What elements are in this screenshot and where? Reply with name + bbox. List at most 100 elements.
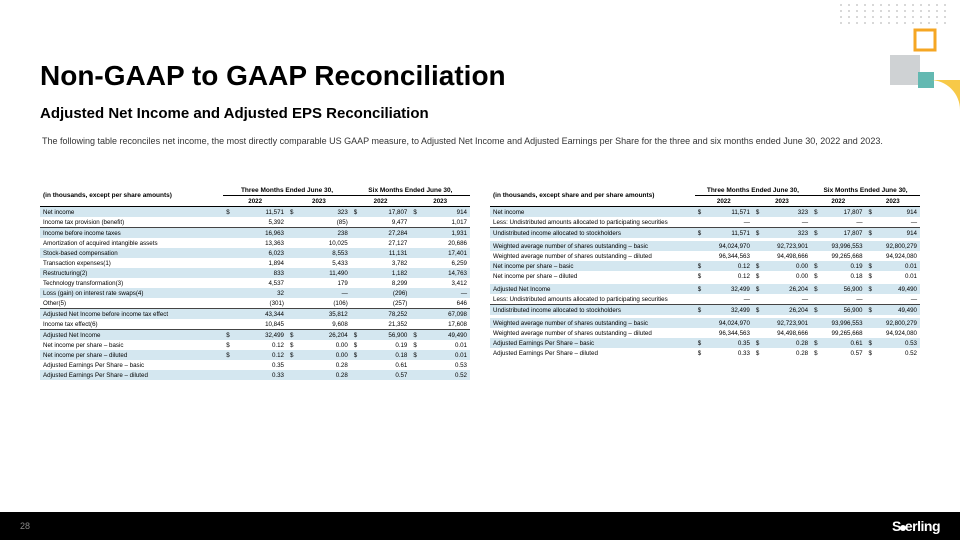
cell-value: 0.18 xyxy=(359,350,411,360)
currency-symbol: $ xyxy=(695,305,703,316)
cell-value: — xyxy=(703,294,753,305)
table-row: Adjusted Net Income$32,499$26,204$56,900… xyxy=(40,330,470,341)
cell-value: 27,284 xyxy=(359,228,411,239)
currency-symbol xyxy=(351,309,359,320)
slide-footer: 28 Serling xyxy=(0,512,960,540)
cell-value: 10,845 xyxy=(231,319,287,330)
cell-value: 32,499 xyxy=(703,305,753,316)
currency-symbol xyxy=(410,217,418,228)
cell-value: 0.00 xyxy=(295,340,351,350)
row-label: Net income xyxy=(490,207,695,218)
currency-symbol xyxy=(695,217,703,228)
currency-symbol xyxy=(223,217,231,228)
cell-value: 3,412 xyxy=(418,278,470,288)
table-row: Net income$11,571$323$17,807$914 xyxy=(490,207,920,218)
cell-value: (296) xyxy=(359,288,411,298)
currency-symbol: $ xyxy=(753,271,761,281)
page-number: 28 xyxy=(20,521,30,531)
cell-value: 92,800,279 xyxy=(874,318,920,328)
currency-symbol xyxy=(223,309,231,320)
cell-value: (85) xyxy=(295,217,351,228)
table-row: Amortization of acquired intangible asse… xyxy=(40,238,470,248)
cell-value: 10,025 xyxy=(295,238,351,248)
cell-value: — xyxy=(703,217,753,228)
currency-symbol: $ xyxy=(866,228,874,239)
currency-symbol xyxy=(351,268,359,278)
cell-value: 6,259 xyxy=(418,258,470,268)
slide: { "title": "Non-GAAP to GAAP Reconciliat… xyxy=(0,0,960,540)
cell-value: 323 xyxy=(761,228,811,239)
cell-value: 20,686 xyxy=(418,238,470,248)
cell-value: 0.12 xyxy=(231,350,287,360)
currency-symbol xyxy=(811,328,819,338)
cell-value: 11,490 xyxy=(295,268,351,278)
table-row: Net income per share – diluted$0.12$0.00… xyxy=(490,271,920,281)
slide-title: Non-GAAP to GAAP Reconciliation xyxy=(40,60,506,92)
cell-value: (257) xyxy=(359,298,411,309)
cell-value: 67,098 xyxy=(418,309,470,320)
currency-symbol xyxy=(223,288,231,298)
table-row: Less: Undistributed amounts allocated to… xyxy=(490,217,920,228)
cell-value: 43,344 xyxy=(231,309,287,320)
row-label: Adjusted Earnings Per Share – diluted xyxy=(490,348,695,358)
row-label: Technology transformation(3) xyxy=(40,278,223,288)
cell-value: 56,900 xyxy=(819,305,865,316)
table-row: Restructuring(2)83311,4901,18214,763 xyxy=(40,268,470,278)
cell-value: 238 xyxy=(295,228,351,239)
currency-symbol xyxy=(351,298,359,309)
currency-symbol xyxy=(410,238,418,248)
cell-value: 0.33 xyxy=(231,370,287,380)
cell-value: 1,182 xyxy=(359,268,411,278)
table-row: Income tax effect(6)10,8459,60821,35217,… xyxy=(40,319,470,330)
currency-symbol xyxy=(223,248,231,258)
table-row: Adjusted Earnings Per Share – diluted$0.… xyxy=(490,348,920,358)
currency-symbol xyxy=(753,318,761,328)
tables-container: (in thousands, except per share amounts)… xyxy=(40,185,920,380)
cell-value: 94,024,970 xyxy=(703,241,753,251)
cell-value: 93,996,553 xyxy=(819,318,865,328)
cell-value: 11,131 xyxy=(359,248,411,258)
table-row: Less: Undistributed amounts allocated to… xyxy=(490,294,920,305)
currency-symbol: $ xyxy=(410,350,418,360)
cell-value: 179 xyxy=(295,278,351,288)
table-row: Adjusted Earnings Per Share – basic$0.35… xyxy=(490,338,920,348)
currency-symbol xyxy=(410,288,418,298)
cell-value: — xyxy=(761,217,811,228)
right-table-wrap: (in thousands, except share and per shar… xyxy=(490,185,920,380)
cell-value: 323 xyxy=(295,207,351,218)
row-label: Adjusted Earnings Per Share – basic xyxy=(490,338,695,348)
row-label: Weighted average number of shares outsta… xyxy=(490,318,695,328)
cell-value: 92,800,279 xyxy=(874,241,920,251)
cell-value: 9,608 xyxy=(295,319,351,330)
currency-symbol: $ xyxy=(866,305,874,316)
cell-value: 5,433 xyxy=(295,258,351,268)
currency-symbol xyxy=(811,294,819,305)
cell-value: 32,499 xyxy=(703,284,753,294)
currency-symbol: $ xyxy=(811,284,819,294)
cell-value: 5,392 xyxy=(231,217,287,228)
table-row: Weighted average number of shares outsta… xyxy=(490,318,920,328)
cell-value: 0.35 xyxy=(231,360,287,370)
cell-value: 21,352 xyxy=(359,319,411,330)
cell-value: — xyxy=(418,288,470,298)
currency-symbol xyxy=(866,294,874,305)
cell-value: 0.01 xyxy=(874,261,920,271)
cell-value: 16,963 xyxy=(231,228,287,239)
currency-symbol xyxy=(753,217,761,228)
currency-symbol xyxy=(287,278,295,288)
currency-symbol xyxy=(351,217,359,228)
cell-value: 0.18 xyxy=(819,271,865,281)
currency-symbol xyxy=(287,288,295,298)
cell-value: (106) xyxy=(295,298,351,309)
currency-symbol xyxy=(753,251,761,261)
currency-symbol xyxy=(351,288,359,298)
cell-value: 1,894 xyxy=(231,258,287,268)
currency-symbol xyxy=(866,217,874,228)
currency-symbol: $ xyxy=(866,261,874,271)
cell-value: 0.61 xyxy=(819,338,865,348)
cell-value: 92,723,901 xyxy=(761,241,811,251)
currency-symbol: $ xyxy=(753,261,761,271)
currency-symbol: $ xyxy=(410,340,418,350)
currency-symbol xyxy=(351,360,359,370)
cell-value: 1,931 xyxy=(418,228,470,239)
